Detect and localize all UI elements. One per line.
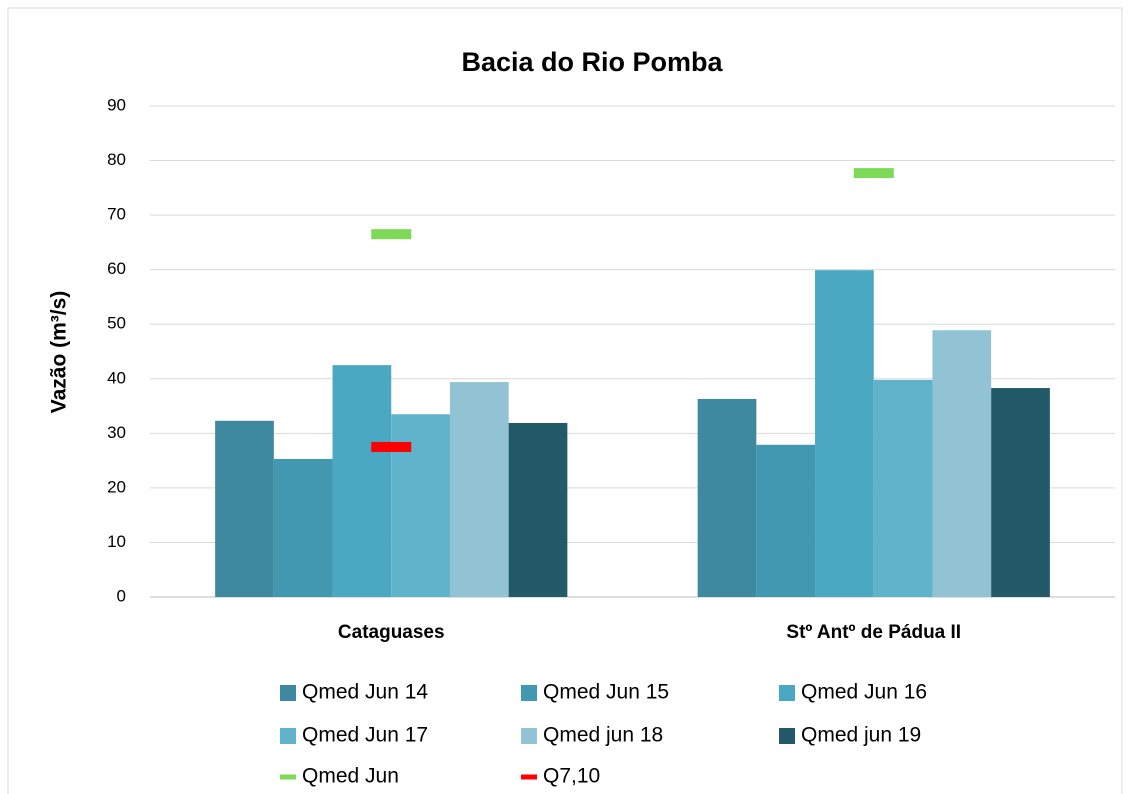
bar (332, 365, 392, 597)
legend-label: Qmed jun 18 (543, 724, 663, 747)
bar (215, 420, 274, 597)
y-tick-label: 0 (117, 586, 126, 605)
dash-marker (853, 168, 894, 179)
bar (508, 422, 568, 597)
legend-swatch (280, 728, 296, 744)
y-tick-label: 60 (107, 259, 126, 278)
legend-swatch (779, 728, 795, 744)
legend-label: Qmed jun 19 (801, 724, 921, 747)
legend-label: Q7,10 (543, 765, 600, 788)
legend-swatch (521, 774, 537, 780)
legend-swatch (521, 685, 537, 701)
bar (815, 270, 874, 597)
legend-swatch (521, 728, 537, 744)
y-tick-label: 70 (107, 205, 126, 224)
y-tick-label: 10 (107, 532, 126, 551)
bar (873, 379, 933, 597)
y-axis-label: Vazão (m³/s) (48, 291, 71, 414)
bar (697, 398, 757, 597)
bar (932, 330, 992, 597)
legend-label: Qmed Jun 15 (543, 681, 669, 704)
legend-label: Qmed Jun 17 (302, 724, 428, 747)
bar (991, 388, 1050, 597)
x-tick-label: Cataguases (338, 622, 445, 643)
legend-swatch (280, 774, 296, 780)
legend-swatch (280, 685, 296, 701)
y-tick-label: 80 (107, 150, 126, 169)
dash-marker (371, 441, 412, 452)
x-tick-label: Stº Antº de Pádua II (786, 622, 961, 643)
y-tick-label: 20 (107, 477, 126, 496)
chart-title: Bacia do Rio Pomba (461, 47, 723, 77)
y-tick-label: 40 (107, 368, 126, 387)
legend-swatch (779, 685, 795, 701)
bar (756, 444, 816, 597)
y-tick-label: 90 (107, 95, 126, 114)
bar (449, 382, 509, 597)
legend-label: Qmed Jun (302, 765, 399, 788)
y-tick-label: 50 (107, 314, 126, 333)
bar (273, 458, 333, 597)
dash-marker (371, 229, 412, 240)
legend-label: Qmed Jun 14 (302, 681, 428, 704)
y-tick-label: 30 (107, 423, 126, 442)
bar (391, 414, 450, 597)
legend-label: Qmed Jun 16 (801, 681, 927, 704)
